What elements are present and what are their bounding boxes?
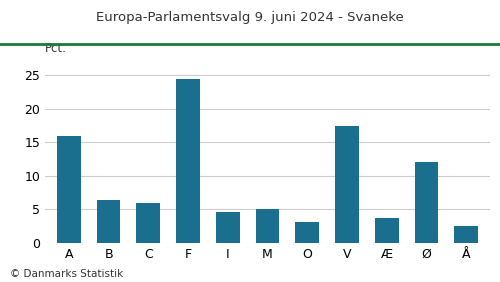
Bar: [454, 226, 478, 243]
Text: © Danmarks Statistik: © Danmarks Statistik: [10, 269, 123, 279]
Bar: [136, 203, 160, 243]
Text: Pct.: Pct.: [45, 42, 67, 55]
Bar: [216, 212, 240, 243]
Bar: [176, 79, 200, 243]
Bar: [57, 136, 81, 243]
Bar: [296, 222, 319, 243]
Bar: [375, 218, 398, 243]
Bar: [256, 209, 280, 243]
Text: Europa-Parlamentsvalg 9. juni 2024 - Svaneke: Europa-Parlamentsvalg 9. juni 2024 - Sva…: [96, 11, 404, 24]
Bar: [414, 162, 438, 243]
Bar: [96, 200, 120, 243]
Bar: [335, 125, 359, 243]
